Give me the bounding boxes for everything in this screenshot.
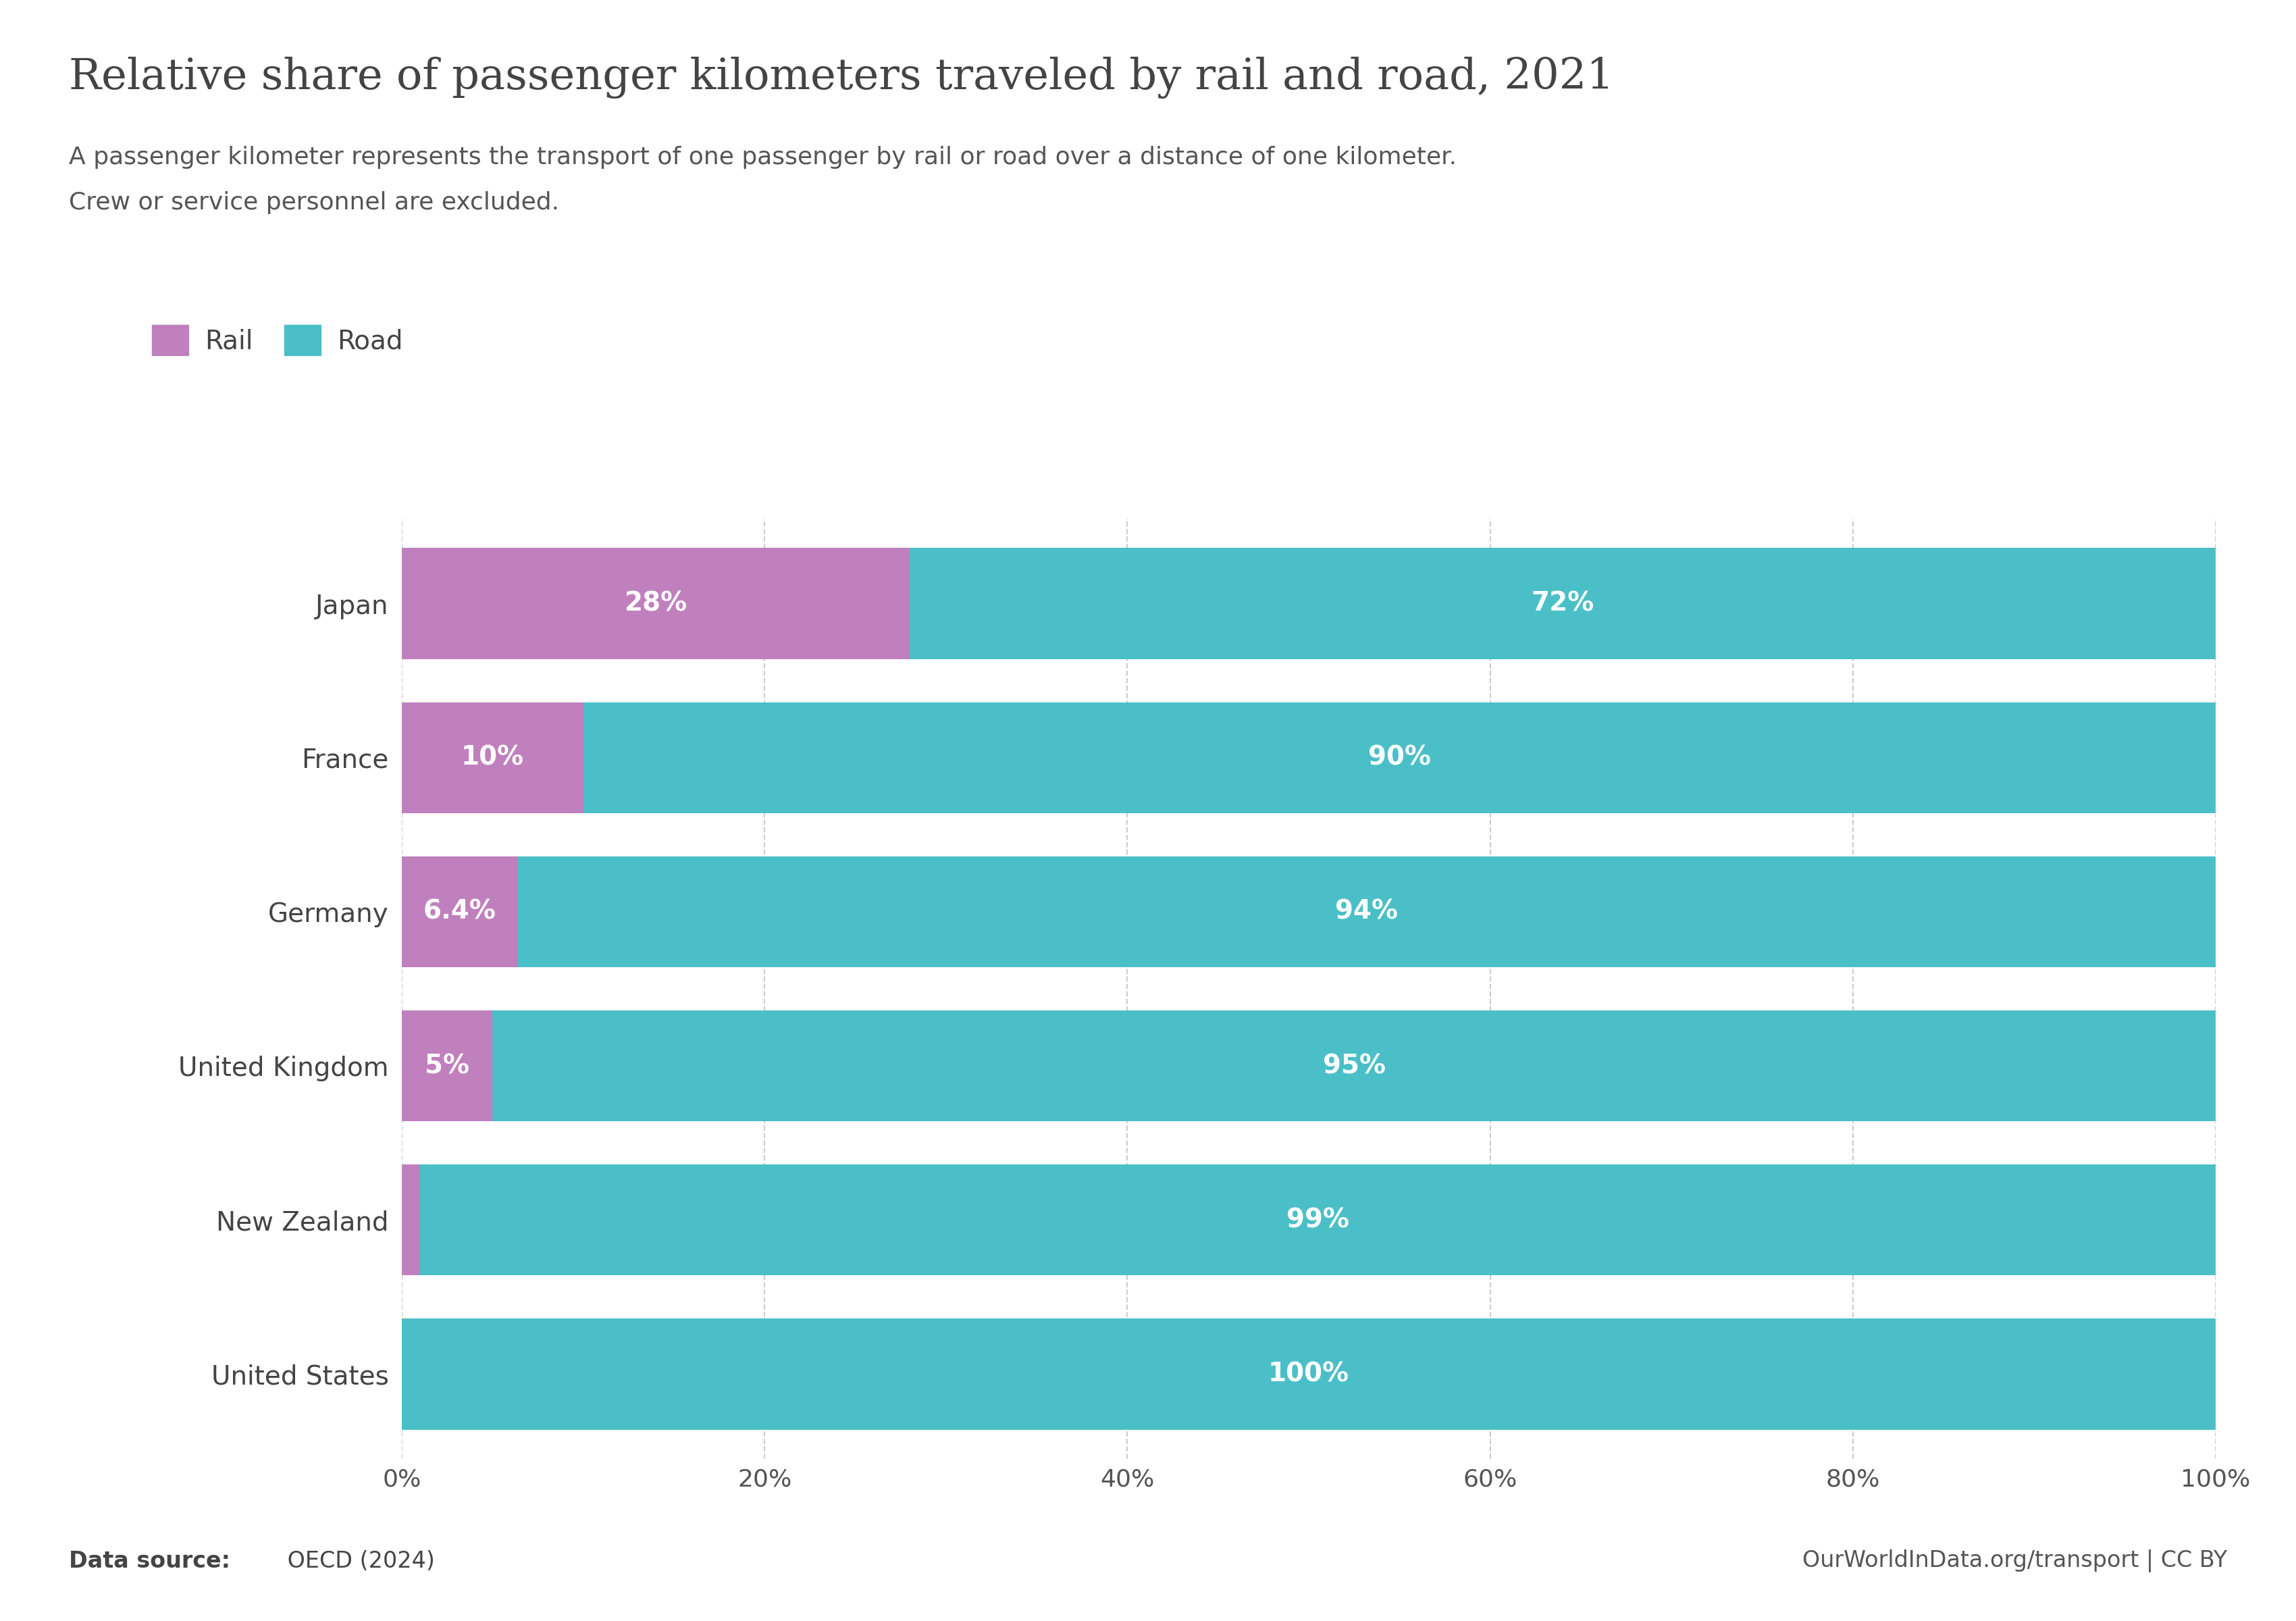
Bar — [402, 1010, 491, 1122]
Text: 28%: 28% — [625, 590, 687, 616]
Text: 95%: 95% — [1322, 1054, 1384, 1078]
Legend: Rail, Road: Rail, Road — [152, 326, 402, 355]
Text: Data source:: Data source: — [69, 1550, 230, 1572]
Bar — [491, 1010, 2216, 1122]
Bar — [519, 856, 2216, 968]
Text: 94%: 94% — [1336, 900, 1398, 924]
Text: 6.4%: 6.4% — [422, 900, 496, 924]
Bar — [402, 1318, 2216, 1430]
Text: OurWorldInData.org/transport | CC BY: OurWorldInData.org/transport | CC BY — [1802, 1550, 2227, 1572]
Bar — [402, 702, 583, 814]
Text: 99%: 99% — [1286, 1208, 1350, 1234]
Bar — [420, 1164, 2216, 1276]
Bar — [402, 1164, 420, 1276]
Text: Crew or service personnel are excluded.: Crew or service personnel are excluded. — [69, 191, 560, 214]
Bar — [402, 856, 519, 968]
Bar — [909, 548, 2216, 660]
Text: 5%: 5% — [425, 1054, 468, 1078]
Text: A passenger kilometer represents the transport of one passenger by rail or road : A passenger kilometer represents the tra… — [69, 146, 1456, 169]
Text: 72%: 72% — [1531, 590, 1593, 616]
Text: 90%: 90% — [1368, 744, 1430, 770]
Bar — [402, 548, 909, 660]
Text: 10%: 10% — [461, 744, 523, 770]
Bar — [583, 702, 2216, 814]
Text: Our World: Our World — [2046, 78, 2165, 97]
Text: Relative share of passenger kilometers traveled by rail and road, 2021: Relative share of passenger kilometers t… — [69, 57, 1614, 99]
Text: 100%: 100% — [1267, 1362, 1350, 1388]
Text: in Data: in Data — [2064, 126, 2147, 146]
Text: OECD (2024): OECD (2024) — [280, 1550, 434, 1572]
